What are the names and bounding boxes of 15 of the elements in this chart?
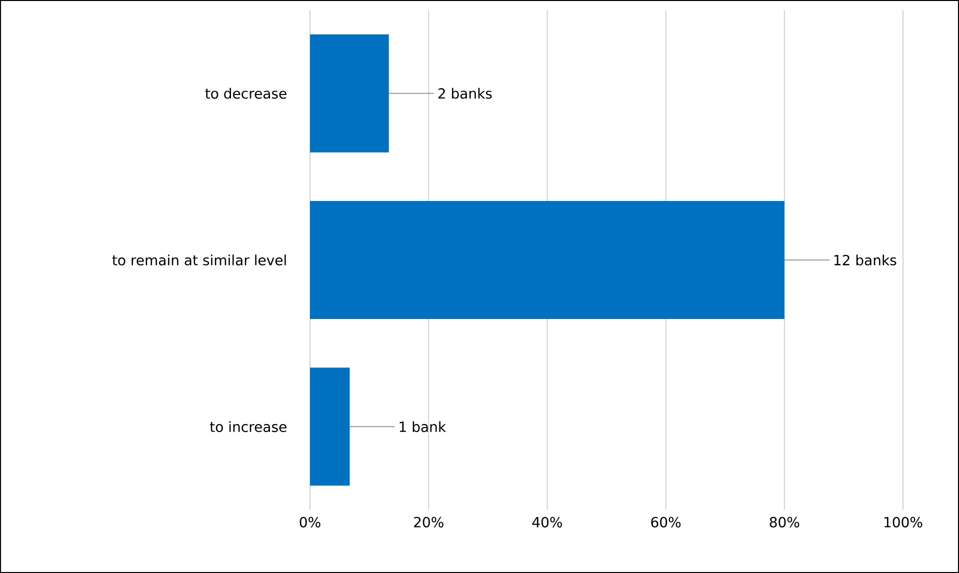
x-tick-label: 20% xyxy=(414,516,444,528)
y-tick-label: to decrease xyxy=(205,88,286,99)
annotation: 12 banks xyxy=(834,254,896,266)
x-tick-label: 60% xyxy=(651,516,681,528)
bar xyxy=(310,201,784,319)
x-tick-label: 40% xyxy=(532,516,562,528)
x-tick-label: 80% xyxy=(770,516,800,528)
x-tick-label: 0% xyxy=(300,516,320,528)
bar xyxy=(310,34,389,152)
y-tick-label: to remain at similar level xyxy=(112,254,286,266)
annotation: 2 banks xyxy=(438,88,492,99)
x-tick-label: 100% xyxy=(884,516,922,528)
bar xyxy=(310,368,350,486)
y-tick-label: to increase xyxy=(210,421,286,432)
annotation: 1 bank xyxy=(400,421,446,432)
